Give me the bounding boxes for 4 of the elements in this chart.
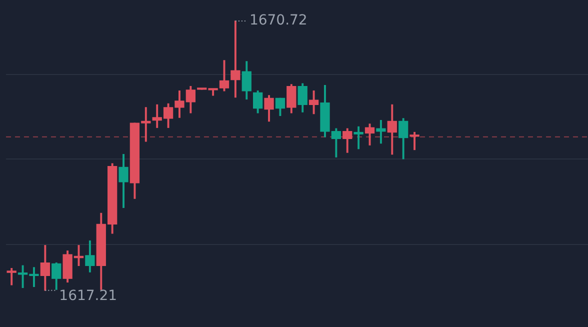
candlestick (410, 132, 420, 150)
annotation: 1670.72 (249, 12, 308, 29)
candlestick (354, 126, 364, 150)
annotation: 1617.21 (59, 288, 118, 304)
